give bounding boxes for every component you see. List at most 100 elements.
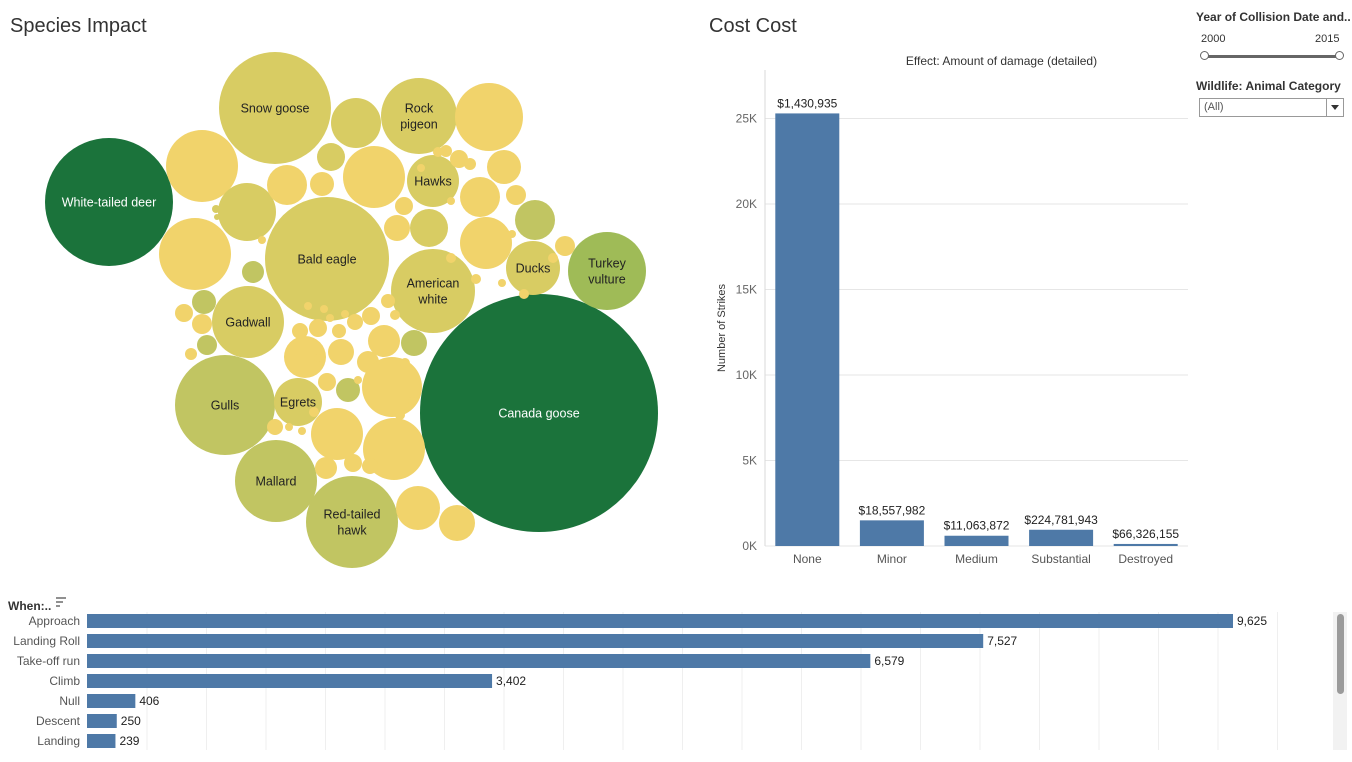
bubble-minor[interactable] xyxy=(311,408,363,460)
bubble-minor[interactable] xyxy=(450,150,468,168)
bubble-minor[interactable] xyxy=(328,339,354,365)
bubble-minor[interactable] xyxy=(354,376,362,384)
bubble-circle[interactable] xyxy=(568,232,646,310)
bubble-minor[interactable] xyxy=(309,407,319,417)
bubble-minor[interactable] xyxy=(331,98,381,148)
bubble-minor[interactable] xyxy=(343,146,405,208)
bubble-minor[interactable] xyxy=(332,324,346,338)
bubble-minor[interactable] xyxy=(304,302,312,310)
bubble-minor[interactable] xyxy=(440,145,452,157)
bubble-minor[interactable] xyxy=(368,325,400,357)
hbar-descent[interactable] xyxy=(87,714,117,728)
year-slider-max-handle[interactable] xyxy=(1335,51,1344,60)
bubble-minor[interactable] xyxy=(506,185,526,205)
bubble-bald-eagle[interactable]: Bald eagle xyxy=(265,197,389,321)
bubble-minor[interactable] xyxy=(555,236,575,256)
bubble-circle[interactable] xyxy=(381,78,457,154)
bubble-minor[interactable] xyxy=(318,373,336,391)
bubble-minor[interactable] xyxy=(159,218,231,290)
bubble-minor[interactable] xyxy=(362,458,378,474)
bubble-minor[interactable] xyxy=(390,310,400,320)
bar-minor[interactable] xyxy=(859,520,924,546)
bubble-gulls[interactable]: Gulls xyxy=(175,355,275,455)
bubble-snow-goose[interactable]: Snow goose xyxy=(219,52,331,164)
bubble-minor[interactable] xyxy=(347,314,363,330)
bubble-minor[interactable] xyxy=(498,279,506,287)
bubble-minor[interactable] xyxy=(395,410,405,420)
bubble-minor[interactable] xyxy=(464,158,476,170)
bubble-minor[interactable] xyxy=(460,177,500,217)
year-slider-min-handle[interactable] xyxy=(1200,51,1209,60)
bubble-circle[interactable] xyxy=(219,52,331,164)
bar-destroyed[interactable] xyxy=(1113,543,1178,546)
bubble-circle[interactable] xyxy=(420,294,658,532)
bar-substantial[interactable] xyxy=(1029,529,1094,546)
bubble-circle[interactable] xyxy=(265,197,389,321)
bubble-minor[interactable] xyxy=(192,290,216,314)
bubble-minor[interactable] xyxy=(175,304,193,322)
bubble-minor[interactable] xyxy=(317,143,345,171)
bubble-minor[interactable] xyxy=(446,253,456,263)
bubble-canada-goose[interactable]: Canada goose xyxy=(420,294,658,532)
bubble-minor[interactable] xyxy=(471,274,481,284)
bubble-minor[interactable] xyxy=(298,427,306,435)
flight-phase-bar-chart[interactable]: When:..Approach 9,625 Landing Roll 7,527 Tak… xyxy=(0,590,1330,762)
bubble-minor[interactable] xyxy=(315,457,337,479)
bubble-minor[interactable] xyxy=(192,314,212,334)
bubble-circle[interactable] xyxy=(212,286,284,358)
bubble-minor[interactable] xyxy=(212,205,220,213)
hbar-take-off-run[interactable] xyxy=(87,654,871,668)
bubble-minor[interactable] xyxy=(258,236,266,244)
bubble-minor[interactable] xyxy=(508,230,516,238)
hbar-landing-roll[interactable] xyxy=(87,634,984,648)
chevron-down-icon[interactable] xyxy=(1326,99,1343,116)
bubble-gadwall[interactable]: Gadwall xyxy=(212,286,284,358)
bubble-minor[interactable] xyxy=(433,147,443,157)
bubble-minor[interactable] xyxy=(344,454,362,472)
bubble-minor[interactable] xyxy=(363,418,425,480)
bubble-white-tailed-deer[interactable]: White-tailed deer xyxy=(45,138,173,266)
bubble-minor[interactable] xyxy=(439,505,475,541)
bubble-red-tailed-hawk[interactable]: Red-tailed hawk xyxy=(306,476,398,568)
bubble-american-white[interactable]: American white xyxy=(391,249,475,333)
bubble-rock-pigeon[interactable]: Rock pigeon xyxy=(381,78,457,154)
bubble-minor[interactable] xyxy=(218,183,276,241)
bubble-circle[interactable] xyxy=(391,249,475,333)
bubble-minor[interactable] xyxy=(417,164,425,172)
bubble-minor[interactable] xyxy=(285,423,293,431)
bubble-minor[interactable] xyxy=(341,310,349,318)
species-bubble-chart[interactable]: Canada goose White-tailed deer Snow goose B… xyxy=(0,40,700,580)
bubble-minor[interactable] xyxy=(197,335,217,355)
bubble-minor[interactable] xyxy=(362,307,380,325)
hbar-landing[interactable] xyxy=(87,734,116,748)
bar-none[interactable] xyxy=(775,113,840,546)
bubble-circle[interactable] xyxy=(175,355,275,455)
bubble-minor[interactable] xyxy=(320,305,328,313)
animal-category-dropdown[interactable]: (All) xyxy=(1199,98,1344,117)
bubble-minor[interactable] xyxy=(362,357,422,417)
bubble-minor[interactable] xyxy=(460,217,512,269)
bubble-egrets[interactable]: Egrets xyxy=(274,378,322,426)
bubble-minor[interactable] xyxy=(408,397,416,405)
bubble-mallard[interactable]: Mallard xyxy=(235,440,317,522)
bubble-minor[interactable] xyxy=(447,197,455,205)
bar-medium[interactable] xyxy=(944,535,1009,546)
bubble-ducks[interactable]: Ducks xyxy=(506,241,560,295)
sort-icon[interactable] xyxy=(56,597,66,607)
bubble-minor[interactable] xyxy=(381,294,395,308)
bubble-minor[interactable] xyxy=(400,358,410,368)
bubble-circle[interactable] xyxy=(235,440,317,522)
bubble-minor[interactable] xyxy=(267,165,307,205)
bubble-minor[interactable] xyxy=(314,354,322,362)
bubble-minor[interactable] xyxy=(515,200,555,240)
hbar-climb[interactable] xyxy=(87,674,493,688)
bubble-circle[interactable] xyxy=(45,138,173,266)
bubble-minor[interactable] xyxy=(384,215,410,241)
bubble-circle[interactable] xyxy=(506,241,560,295)
damage-bar-chart[interactable]: Effect: Amount of damage (detailed) 0K 5K 1… xyxy=(700,45,1200,580)
bubble-minor[interactable] xyxy=(396,486,440,530)
bubble-minor[interactable] xyxy=(242,261,264,283)
bubble-circle[interactable] xyxy=(306,476,398,568)
scrollbar-thumb[interactable] xyxy=(1337,614,1344,694)
bubble-minor[interactable] xyxy=(548,253,558,263)
